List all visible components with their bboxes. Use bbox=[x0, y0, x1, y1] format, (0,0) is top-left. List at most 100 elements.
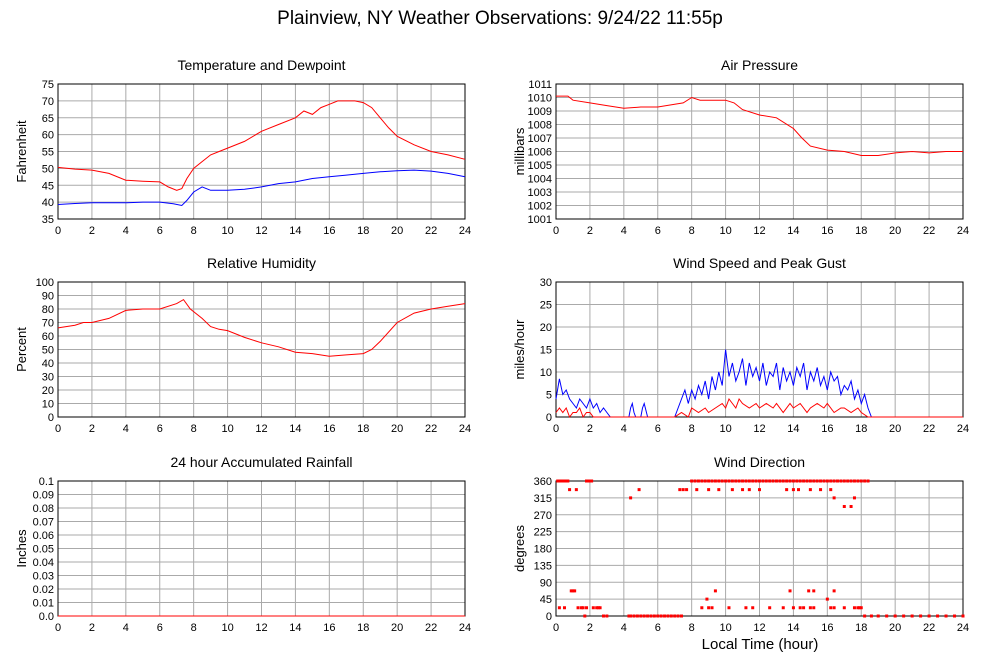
data-point bbox=[737, 479, 741, 483]
y-tick-label: 75 bbox=[42, 79, 54, 91]
x-tick-label: 22 bbox=[425, 225, 437, 237]
data-point bbox=[666, 614, 670, 618]
data-point bbox=[839, 479, 843, 483]
x-tick-label: 8 bbox=[191, 225, 197, 237]
x-tick-label: 4 bbox=[621, 622, 627, 634]
data-point bbox=[788, 589, 792, 593]
x-tick-label: 24 bbox=[957, 622, 969, 634]
y-tick-label: 0 bbox=[546, 412, 552, 424]
data-point bbox=[573, 589, 577, 593]
y-tick-label: 135 bbox=[534, 560, 552, 572]
page-title: Plainview, NY Weather Observations: 9/24… bbox=[277, 8, 723, 29]
data-point bbox=[646, 614, 650, 618]
data-point bbox=[559, 479, 563, 483]
x-tick-label: 24 bbox=[957, 225, 969, 237]
x-tick-label: 22 bbox=[425, 622, 437, 634]
data-point bbox=[829, 606, 833, 610]
x-tick-label: 4 bbox=[123, 622, 129, 634]
data-point bbox=[727, 606, 731, 610]
x-tick-label: 8 bbox=[191, 622, 197, 634]
x-tick-label: 16 bbox=[323, 225, 335, 237]
x-tick-label: 12 bbox=[753, 225, 765, 237]
x-tick-label: 8 bbox=[191, 423, 197, 435]
data-point bbox=[649, 614, 653, 618]
data-point bbox=[591, 606, 595, 610]
data-point bbox=[581, 606, 585, 610]
x-tick-label: 2 bbox=[89, 225, 95, 237]
data-point bbox=[585, 606, 589, 610]
y-tick-label: 45 bbox=[540, 594, 552, 606]
x-axis-label: Local Time (hour) bbox=[701, 636, 819, 653]
data-point bbox=[700, 606, 704, 610]
y-tick-label: 270 bbox=[534, 510, 552, 522]
data-point bbox=[758, 479, 761, 483]
x-tick-label: 6 bbox=[655, 423, 661, 435]
data-point bbox=[832, 589, 836, 593]
data-point bbox=[588, 479, 592, 483]
data-point bbox=[802, 479, 806, 483]
x-tick-label: 22 bbox=[425, 423, 437, 435]
y-tick-label: 5 bbox=[546, 390, 552, 402]
x-tick-label: 6 bbox=[157, 622, 163, 634]
y-tick-label: 70 bbox=[42, 96, 54, 108]
y-tick-label: 0.0 bbox=[39, 611, 54, 623]
data-point bbox=[727, 479, 731, 483]
y-tick-label: 0.02 bbox=[33, 584, 54, 596]
y-tick-label: 1009 bbox=[528, 106, 552, 118]
x-tick-label: 2 bbox=[89, 423, 95, 435]
data-point bbox=[710, 479, 714, 483]
data-point bbox=[832, 606, 836, 610]
y-tick-label: 40 bbox=[42, 358, 54, 370]
y-axis-label: Inches bbox=[14, 529, 29, 568]
y-tick-label: 65 bbox=[42, 113, 54, 125]
y-tick-label: 30 bbox=[42, 372, 54, 384]
x-tick-label: 12 bbox=[255, 423, 267, 435]
data-point bbox=[679, 614, 683, 618]
panel-title: Air Pressure bbox=[721, 57, 798, 73]
data-point bbox=[585, 479, 589, 483]
data-point bbox=[781, 479, 785, 483]
x-tick-label: 18 bbox=[855, 225, 867, 237]
data-point bbox=[717, 479, 721, 483]
panel-title: Temperature and Dewpoint bbox=[177, 57, 345, 73]
series-line-0 bbox=[57, 298, 466, 357]
y-tick-label: 1003 bbox=[528, 187, 552, 199]
data-point bbox=[562, 606, 566, 610]
data-point bbox=[659, 614, 663, 618]
y-tick-label: 1001 bbox=[528, 214, 552, 226]
data-point bbox=[751, 606, 755, 610]
data-point bbox=[629, 614, 633, 618]
y-tick-label: 1005 bbox=[528, 160, 552, 172]
data-point bbox=[825, 479, 829, 483]
data-point bbox=[798, 606, 802, 610]
data-point bbox=[747, 488, 751, 492]
data-point bbox=[556, 479, 560, 483]
data-point bbox=[808, 488, 812, 492]
data-point bbox=[583, 614, 587, 618]
x-tick-label: 20 bbox=[391, 622, 403, 634]
y-tick-label: 0.09 bbox=[33, 490, 54, 502]
x-tick-label: 2 bbox=[587, 423, 593, 435]
series-line-0 bbox=[57, 100, 466, 191]
x-tick-label: 22 bbox=[923, 622, 935, 634]
panel-title: Wind Speed and Peak Gust bbox=[673, 255, 846, 271]
data-point bbox=[885, 614, 889, 618]
data-point bbox=[690, 479, 694, 483]
data-point bbox=[785, 488, 789, 492]
x-tick-label: 14 bbox=[289, 423, 301, 435]
data-point bbox=[825, 597, 829, 601]
y-axis-label: miles/hour bbox=[512, 319, 527, 380]
data-point bbox=[761, 479, 765, 483]
y-tick-label: 1002 bbox=[528, 201, 552, 213]
x-tick-label: 10 bbox=[221, 225, 233, 237]
y-tick-label: 50 bbox=[42, 345, 54, 357]
y-tick-label: 15 bbox=[540, 345, 552, 357]
data-point bbox=[598, 606, 602, 610]
y-tick-label: 360 bbox=[534, 476, 552, 488]
data-point bbox=[635, 614, 639, 618]
panel-title: Relative Humidity bbox=[207, 255, 316, 271]
x-tick-label: 14 bbox=[289, 225, 301, 237]
x-tick-label: 20 bbox=[889, 423, 901, 435]
x-tick-label: 24 bbox=[459, 225, 471, 237]
data-point bbox=[944, 614, 948, 618]
